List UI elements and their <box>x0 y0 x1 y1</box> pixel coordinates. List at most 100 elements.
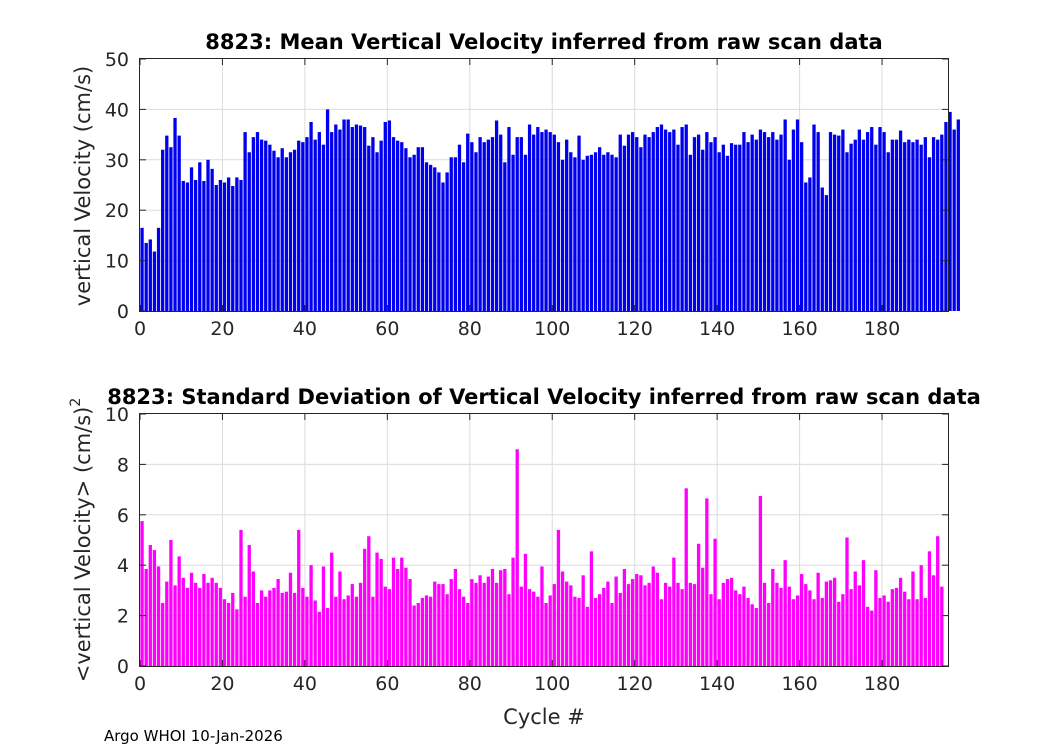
bar <box>161 603 165 666</box>
bar <box>499 134 503 311</box>
bar <box>181 180 185 311</box>
bar <box>787 586 791 666</box>
bar <box>189 572 194 666</box>
bar <box>762 582 767 666</box>
bar <box>940 134 944 311</box>
bar <box>663 129 668 311</box>
bar <box>259 139 264 311</box>
bar <box>457 589 462 666</box>
bar <box>466 133 470 311</box>
bar <box>898 577 903 666</box>
bar <box>181 577 185 666</box>
bar <box>705 132 709 311</box>
bar <box>911 571 915 666</box>
bar <box>762 132 767 311</box>
bar <box>499 570 503 666</box>
bar <box>808 590 812 666</box>
bar <box>820 187 824 311</box>
bar <box>140 521 144 666</box>
bar <box>490 568 495 666</box>
bar <box>709 594 713 666</box>
bar <box>449 579 453 666</box>
bar <box>152 550 157 666</box>
bar <box>519 137 523 311</box>
bar <box>259 590 264 666</box>
bar <box>416 603 420 666</box>
bar <box>527 124 532 312</box>
bar <box>544 603 548 666</box>
x-tick-label: 180 <box>864 673 900 695</box>
bar <box>849 589 853 666</box>
bar <box>264 140 268 311</box>
bottom-x-ticks: 0 20 40 60 80 100 120 140 160 180 <box>134 414 900 695</box>
bar <box>383 586 387 666</box>
bar <box>169 147 173 311</box>
bar <box>461 596 466 666</box>
y-tick-label: 30 <box>105 150 129 172</box>
bar <box>552 134 556 311</box>
bar <box>791 599 796 666</box>
bar <box>548 132 552 311</box>
bar <box>330 132 334 311</box>
x-tick-label: 80 <box>458 673 482 695</box>
bar <box>408 157 412 311</box>
x-tick-label: 0 <box>134 318 146 340</box>
bar <box>828 132 833 311</box>
bar <box>956 119 960 311</box>
x-tick-label: 80 <box>458 318 482 340</box>
bar <box>585 155 589 311</box>
bar <box>276 157 280 311</box>
bar <box>482 142 486 311</box>
bar <box>585 606 589 666</box>
bar <box>783 119 787 311</box>
bar <box>218 587 223 666</box>
bar <box>758 495 763 666</box>
bar <box>800 142 804 311</box>
bar <box>614 576 618 666</box>
x-tick-label: 0 <box>134 673 146 695</box>
bar <box>845 537 849 666</box>
bar <box>771 132 775 311</box>
top-x-ticks: 0 20 40 60 80 100 120 140 160 180 <box>134 59 900 340</box>
bar <box>923 597 927 666</box>
bar <box>779 134 783 311</box>
bar <box>816 132 820 311</box>
bar <box>589 551 594 666</box>
bar <box>453 157 458 311</box>
bar <box>375 152 379 311</box>
bar <box>890 139 894 311</box>
bar <box>668 132 672 311</box>
x-tick-label: 60 <box>375 673 399 695</box>
footer-text: Argo WHOI 10-Jan-2026 <box>104 727 283 745</box>
bar <box>688 582 692 666</box>
bar <box>898 130 903 311</box>
bar <box>251 571 256 666</box>
bar <box>379 558 383 666</box>
bar <box>206 582 210 666</box>
y-tick-label: 10 <box>105 251 129 273</box>
bar <box>837 601 841 666</box>
bar <box>400 557 404 666</box>
bar <box>882 132 886 311</box>
bar <box>841 129 845 311</box>
bar <box>288 152 293 311</box>
bar <box>198 162 202 311</box>
bar <box>746 597 750 666</box>
bar <box>767 603 771 666</box>
bar <box>705 498 709 666</box>
bar <box>214 185 218 311</box>
bar <box>870 127 874 311</box>
x-tick-label: 40 <box>293 673 317 695</box>
top-y-ticks: 0 10 20 30 40 50 <box>105 49 948 323</box>
bar <box>738 144 742 311</box>
bar <box>165 135 169 311</box>
bar <box>668 586 672 666</box>
bar <box>721 144 725 311</box>
x-tick-label: 60 <box>375 318 399 340</box>
bar <box>354 124 359 312</box>
bar <box>903 591 907 666</box>
bar <box>420 597 425 666</box>
bar <box>754 139 758 311</box>
top-y-label: vertical Velocity (cm/s) <box>71 66 95 306</box>
bar <box>437 584 441 666</box>
